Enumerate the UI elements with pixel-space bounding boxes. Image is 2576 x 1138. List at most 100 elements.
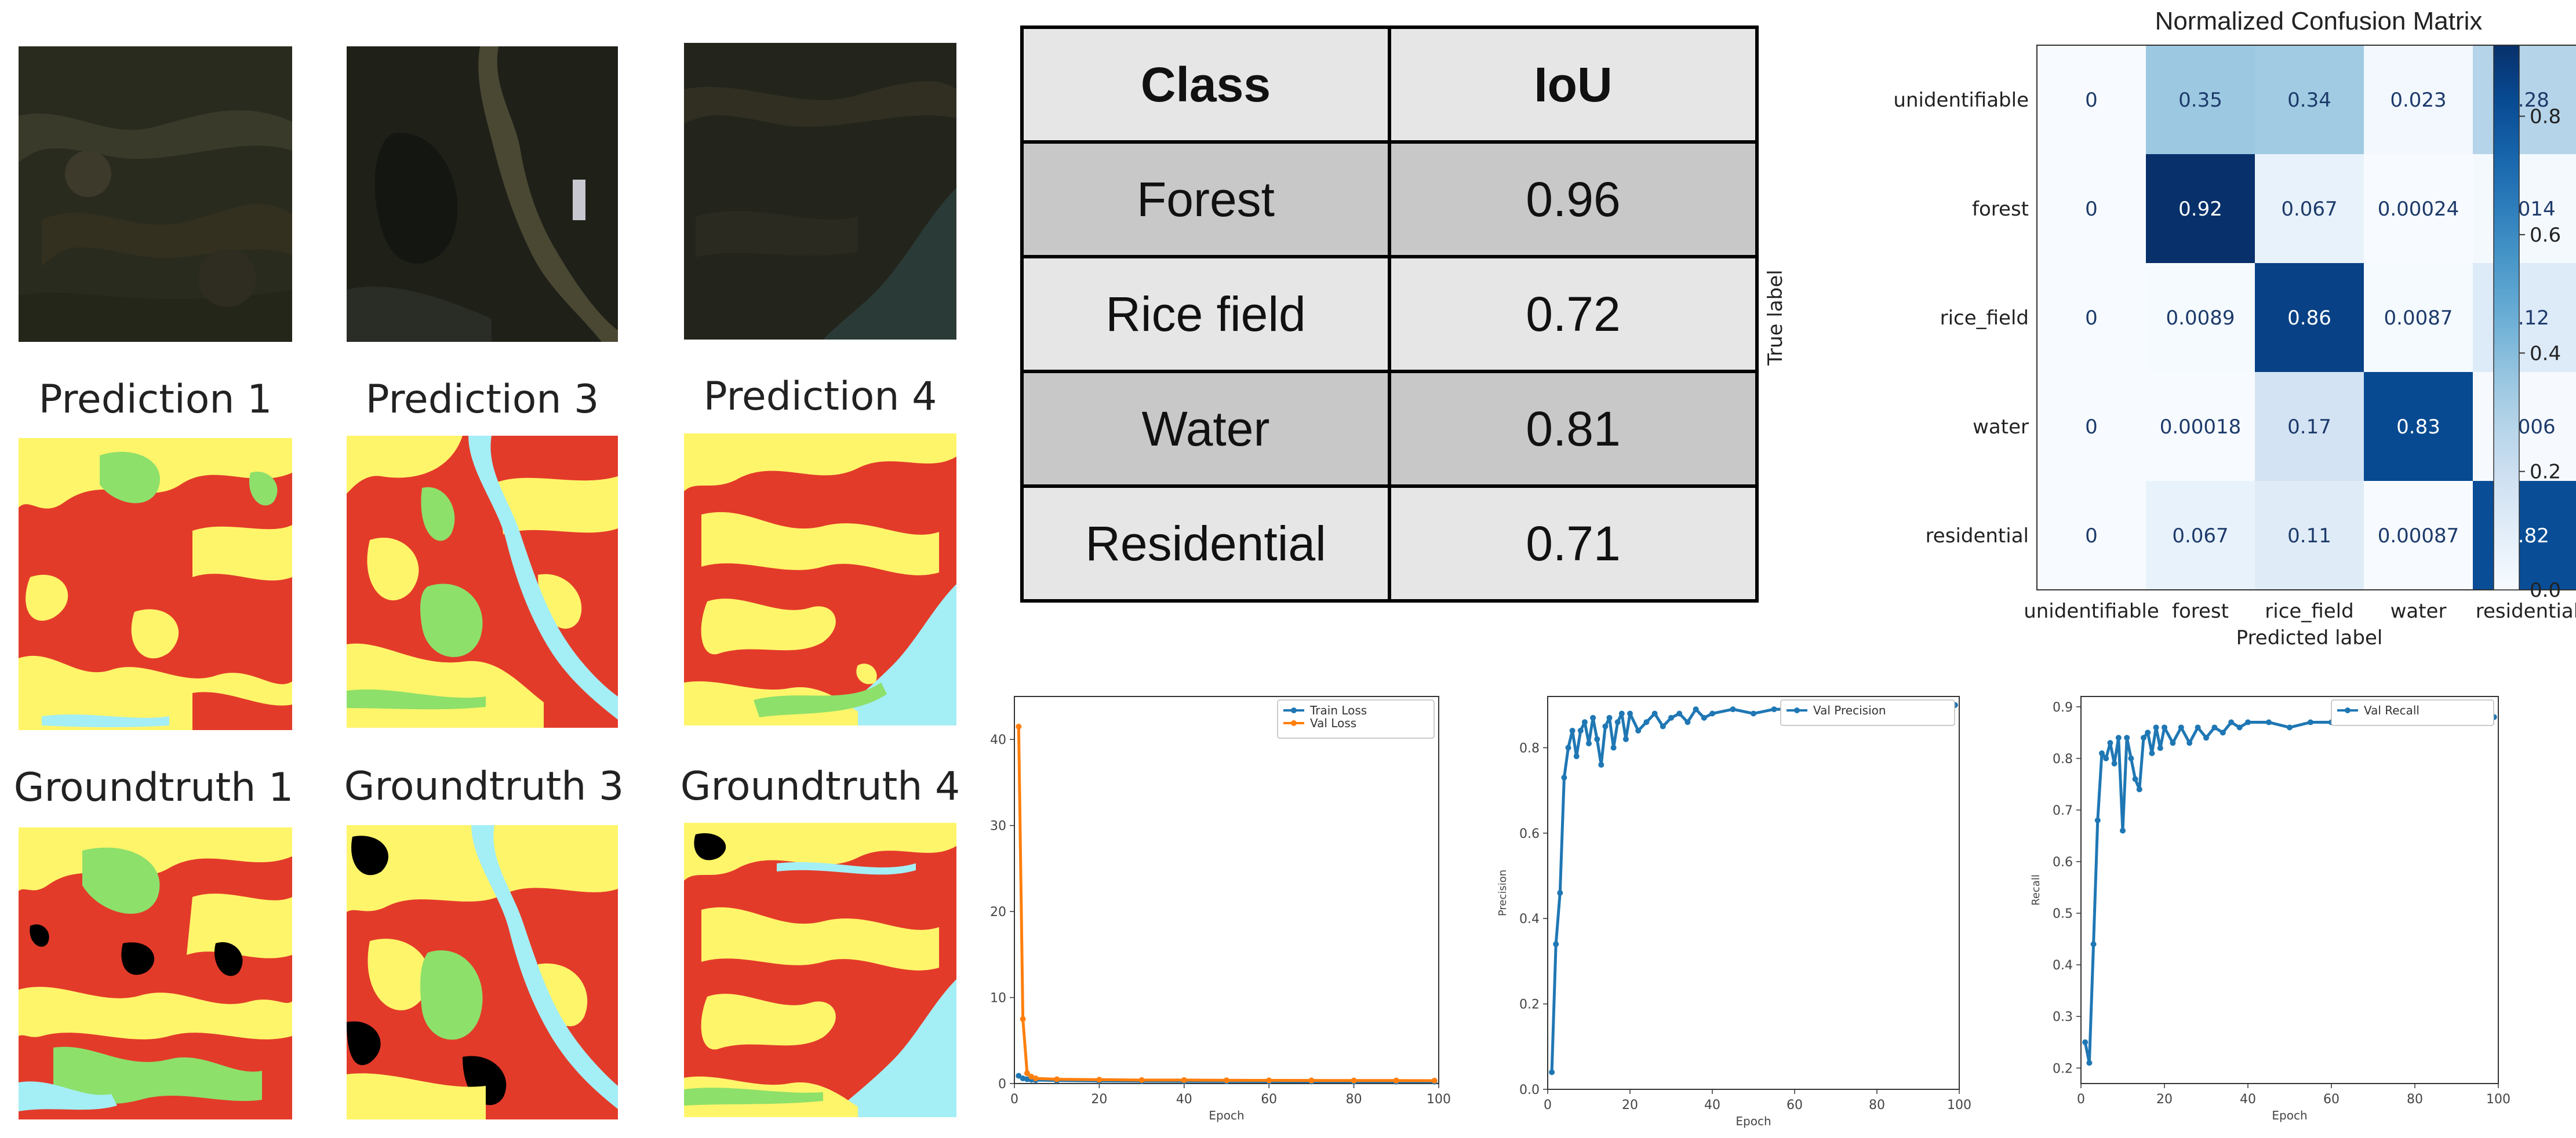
data-point (2245, 719, 2251, 725)
data-point (1577, 727, 1584, 734)
colorbar-tick-label: 0.0 (2530, 579, 2561, 602)
legend-label: Val Recall (2364, 703, 2419, 717)
cm-cell (2255, 154, 2364, 263)
cm-frame (2036, 45, 2576, 590)
cm-cell (2037, 372, 2146, 481)
y-tick-label: 0.6 (2053, 855, 2073, 870)
cm-cell-value: 0 (2085, 307, 2098, 330)
y-tick-label: 0.7 (2053, 804, 2073, 818)
cm-cell (2037, 45, 2146, 154)
legend-box (2331, 699, 2494, 726)
cm-cell (2146, 481, 2255, 590)
x-tick-label: 20 (2156, 1092, 2173, 1107)
x-tick-label: 100 (1427, 1092, 1451, 1107)
x-tick-label: 80 (1869, 1098, 1885, 1113)
data-point (1606, 714, 1613, 721)
recall-chart: 0 20 40 60 80 100 0.2 0.3 0.4 0.5 0.6 0.7 0.8 0.9 Epoc… (2030, 696, 2510, 1122)
data-point (2149, 750, 2155, 756)
data-point (1586, 741, 1592, 747)
y-tick-label: 0.4 (2053, 958, 2073, 973)
data-point (2153, 724, 2159, 731)
data-point (1651, 710, 1658, 717)
data-point (2266, 719, 2272, 725)
cm-cell (2255, 481, 2364, 590)
class-column-header: Class (1020, 25, 1391, 144)
x-tick-label: 100 (2486, 1092, 2510, 1107)
cm-cell-value: 0.0087 (2384, 307, 2453, 330)
cm-cell-value: 0.11 (2287, 524, 2331, 548)
cm-cell (2473, 154, 2576, 263)
data-point (1549, 1069, 1555, 1075)
class-cell: Residential (1020, 484, 1391, 603)
data-point (2099, 750, 2105, 756)
groundtruth-map-3 (347, 825, 618, 1119)
data-point (2082, 1039, 2089, 1045)
cm-column-label: forest (2172, 600, 2229, 623)
data-point (1016, 1073, 1022, 1079)
x-axis-label: Epoch (2272, 1108, 2307, 1122)
x-tick-label: 0 (1544, 1098, 1552, 1113)
data-point (2107, 740, 2113, 746)
data-point (1020, 1016, 1026, 1022)
data-point (1569, 727, 1576, 734)
data-point (2170, 740, 2176, 746)
cm-cell (2146, 263, 2255, 372)
colorbar-tick-label: 0.6 (2530, 224, 2561, 247)
y-tick-label: 0.3 (2053, 1010, 2073, 1024)
data-point (2145, 730, 2151, 736)
cm-cell (2364, 154, 2473, 263)
table-row: Forest 0.96 (1020, 140, 1759, 258)
cm-cell (2473, 481, 2576, 590)
cm-cell-value: 0.067 (2281, 198, 2337, 221)
y-axis-label: Recall (2030, 874, 2042, 906)
data-point (2141, 735, 2146, 741)
cm-cell (2255, 372, 2364, 481)
confusion-matrix-title: Normalized Confusion Matrix (2155, 7, 2483, 35)
data-point (1594, 736, 1600, 742)
y-tick-label: 20 (990, 905, 1006, 920)
data-point (1431, 1077, 1438, 1084)
data-point (1557, 890, 1563, 896)
data-point (1581, 719, 1588, 725)
data-point (2124, 735, 2130, 741)
x-tick-label: 60 (1787, 1098, 1803, 1113)
cm-row-label: rice_field (1940, 307, 2029, 330)
data-point (2308, 719, 2313, 725)
data-point (2094, 817, 2101, 823)
class-cell: Rice field (1020, 255, 1391, 373)
y-tick-label: 40 (990, 733, 1006, 747)
table-row: Residential 0.71 (1020, 484, 1759, 603)
cm-row-label: water (1973, 415, 2029, 439)
x-axis-label: Epoch (1735, 1114, 1771, 1128)
legend-marker (1291, 707, 1297, 713)
cm-xlabel: Predicted label (2236, 626, 2383, 650)
cm-cell-value: 0.023 (2390, 89, 2446, 112)
cm-column-label: residential (2476, 600, 2576, 623)
data-point (1308, 1077, 1315, 1084)
legend-box (1277, 699, 1435, 739)
x-tick-label: 20 (1091, 1092, 1107, 1107)
data-point (1684, 719, 1691, 725)
y-tick-label: 30 (990, 819, 1006, 834)
data-point (2186, 740, 2193, 746)
x-tick-label: 0 (1010, 1092, 1018, 1107)
iou-cell: 0.81 (1388, 370, 1759, 488)
x-tick-label: 40 (1176, 1092, 1192, 1107)
data-point (1751, 710, 1756, 717)
data-point (2220, 730, 2226, 736)
cm-cell (2146, 45, 2255, 154)
data-point (2178, 724, 2184, 731)
groundtruth-map-4 (684, 823, 956, 1117)
precision-chart: 0 20 40 60 80 100 0.0 0.2 0.4 0.6 0.8 Epoch Precisio… (1497, 696, 1971, 1128)
data-point (1627, 710, 1633, 717)
data-point (1602, 723, 1609, 730)
cm-cell (2364, 481, 2473, 590)
cm-cell-value: 0 (2085, 415, 2098, 439)
data-point (1590, 714, 1596, 721)
cm-row-label: residential (1926, 524, 2029, 548)
data-point (2115, 735, 2122, 741)
cm-cell (2146, 154, 2255, 263)
data-point (2111, 760, 2117, 767)
cm-cell (2146, 372, 2255, 481)
y-tick-label: 10 (990, 991, 1006, 1006)
